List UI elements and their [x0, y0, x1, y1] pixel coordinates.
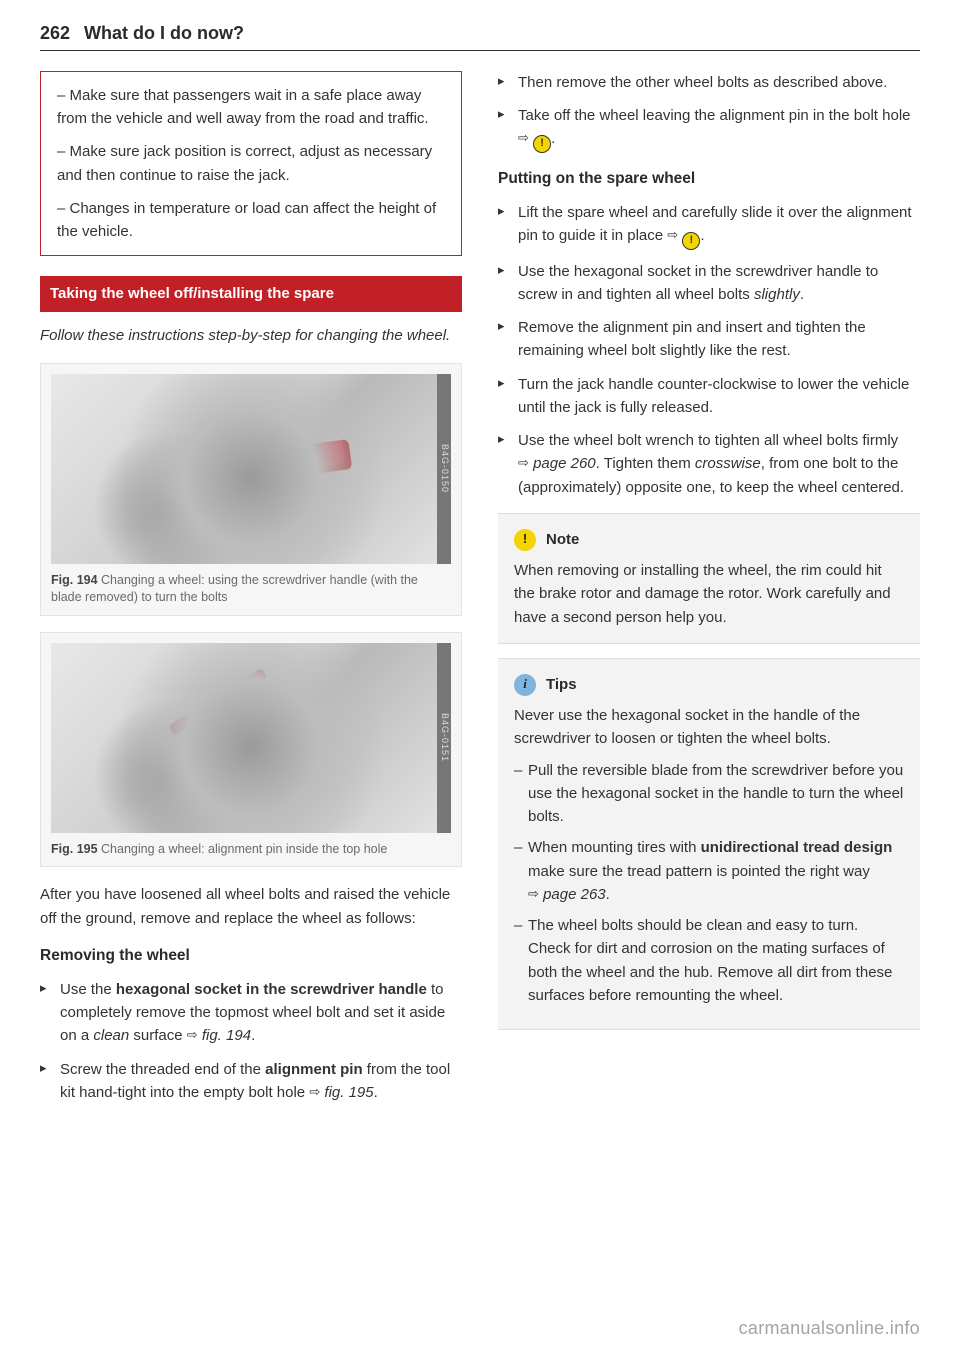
- step-text: surface: [129, 1027, 187, 1044]
- step-text: Lift the spare wheel and carefully slide…: [518, 204, 912, 244]
- note-ref: ⇨ !: [667, 227, 700, 244]
- figure-ref: ⇨ fig. 194.: [187, 1027, 255, 1044]
- figure-195-image: B4G-0151: [51, 643, 451, 833]
- step-item: Use the wheel bolt wrench to tighten all…: [498, 429, 920, 499]
- tip-text: When mounting tires with: [528, 839, 701, 856]
- step-item: Take off the wheel leaving the alignment…: [498, 104, 920, 153]
- figure-195: B4G-0151 Fig. 195 Changing a wheel: alig…: [40, 632, 462, 868]
- tip-text: make sure the tread pattern is pointed t…: [528, 863, 870, 880]
- step-text: Use the hexagonal socket in the screwdri…: [518, 263, 878, 303]
- figure-194-caption: Fig. 194 Changing a wheel: using the scr…: [51, 572, 451, 607]
- step-item: Screw the threaded end of the alignment …: [40, 1058, 462, 1105]
- step-item: Use the hexagonal socket in the screwdri…: [40, 978, 462, 1048]
- ref-text: fig. 195: [324, 1084, 373, 1101]
- figure-label: Fig. 195: [51, 842, 98, 856]
- tip-bold: unidirectional tread design: [701, 839, 893, 856]
- tips-badge-icon: i: [514, 674, 536, 696]
- figure-ref: ⇨ fig. 195.: [309, 1084, 377, 1101]
- caution-icon: !: [533, 135, 551, 153]
- warning-item: – Changes in temperature or load can aff…: [57, 197, 445, 244]
- putting-steps: Lift the spare wheel and carefully slide…: [498, 201, 920, 499]
- ref-text: page 260: [533, 455, 596, 472]
- step-italic: crosswise: [695, 455, 761, 472]
- page-header: 262 What do I do now?: [40, 20, 920, 51]
- warning-box: – Make sure that passengers wait in a sa…: [40, 71, 462, 257]
- ref-arrow-icon: ⇨: [518, 130, 529, 145]
- content-columns: – Make sure that passengers wait in a sa…: [40, 71, 920, 1118]
- note-body: When removing or installing the wheel, t…: [514, 559, 904, 629]
- ref-arrow-icon: ⇨: [518, 455, 529, 470]
- step-text: Use the: [60, 981, 116, 998]
- tip-item: When mounting tires with unidirectional …: [514, 836, 904, 906]
- tip-item: The wheel bolts should be clean and easy…: [514, 914, 904, 1007]
- warning-item: – Make sure jack position is correct, ad…: [57, 140, 445, 187]
- step-italic: slightly: [754, 286, 800, 303]
- step-item: Then remove the other wheel bolts as des…: [498, 71, 920, 94]
- step-bold: alignment pin: [265, 1061, 363, 1078]
- note-badge-icon: !: [514, 529, 536, 551]
- figure-195-caption: Fig. 195 Changing a wheel: alignment pin…: [51, 841, 451, 859]
- page-ref: ⇨ page 263.: [528, 886, 610, 903]
- ref-arrow-icon: ⇨: [667, 227, 678, 242]
- figure-caption-text: Changing a wheel: using the screwdriver …: [51, 573, 418, 605]
- removing-steps-continued: Then remove the other wheel bolts as des…: [498, 71, 920, 153]
- step-bold: hexagonal socket in the screwdriver hand…: [116, 981, 427, 998]
- tips-heading: i Tips: [514, 673, 904, 696]
- caution-icon: !: [682, 232, 700, 250]
- tool-illustration: [190, 439, 353, 491]
- step-text: Take off the wheel leaving the alignment…: [518, 107, 911, 124]
- section-title: What do I do now?: [84, 20, 244, 48]
- step-item: Lift the spare wheel and carefully slide…: [498, 201, 920, 250]
- figure-194: B4G-0150 Fig. 194 Changing a wheel: usin…: [40, 363, 462, 616]
- step-text: . Tighten them: [596, 455, 695, 472]
- step-italic: clean: [93, 1027, 129, 1044]
- ref-arrow-icon: ⇨: [187, 1027, 198, 1042]
- intro-text: Follow these instructions step-by-step f…: [40, 324, 462, 347]
- section-banner: Taking the wheel off/installing the spar…: [40, 276, 462, 311]
- tips-callout: i Tips Never use the hexagonal socket in…: [498, 658, 920, 1030]
- right-column: Then remove the other wheel bolts as des…: [498, 71, 920, 1118]
- figure-label: Fig. 194: [51, 573, 98, 587]
- tool-illustration: [168, 668, 268, 736]
- watermark: carmanualsonline.info: [739, 1315, 920, 1343]
- figure-caption-text: Changing a wheel: alignment pin inside t…: [101, 842, 387, 856]
- step-text: Use the wheel bolt wrench to tighten all…: [518, 432, 898, 449]
- after-figures-text: After you have loosened all wheel bolts …: [40, 883, 462, 930]
- tip-item: Pull the reversible blade from the screw…: [514, 759, 904, 829]
- step-text: Screw the threaded end of the: [60, 1061, 265, 1078]
- page-number: 262: [40, 20, 70, 48]
- ref-arrow-icon: ⇨: [309, 1084, 320, 1099]
- removing-wheel-heading: Removing the wheel: [40, 944, 462, 968]
- step-item: Turn the jack handle counter-clockwise t…: [498, 373, 920, 420]
- step-item: Remove the alignment pin and insert and …: [498, 316, 920, 363]
- note-callout: ! Note When removing or installing the w…: [498, 513, 920, 644]
- page-ref: ⇨ page 260: [518, 455, 596, 472]
- tips-title: Tips: [546, 673, 577, 696]
- warning-item: – Make sure that passengers wait in a sa…: [57, 84, 445, 131]
- figure-code: B4G-0150: [437, 374, 451, 564]
- left-column: – Make sure that passengers wait in a sa…: [40, 71, 462, 1118]
- note-title: Note: [546, 528, 579, 551]
- putting-spare-heading: Putting on the spare wheel: [498, 167, 920, 191]
- figure-194-image: B4G-0150: [51, 374, 451, 564]
- ref-arrow-icon: ⇨: [528, 886, 539, 901]
- removing-steps: Use the hexagonal socket in the screwdri…: [40, 978, 462, 1104]
- note-heading: ! Note: [514, 528, 904, 551]
- figure-code: B4G-0151: [437, 643, 451, 833]
- ref-text: fig. 194: [202, 1027, 251, 1044]
- tips-lead: Never use the hexagonal socket in the ha…: [514, 704, 904, 751]
- step-item: Use the hexagonal socket in the screwdri…: [498, 260, 920, 307]
- tips-list: Pull the reversible blade from the screw…: [514, 759, 904, 1008]
- note-ref: ⇨ !: [518, 130, 551, 147]
- ref-text: page 263: [543, 886, 606, 903]
